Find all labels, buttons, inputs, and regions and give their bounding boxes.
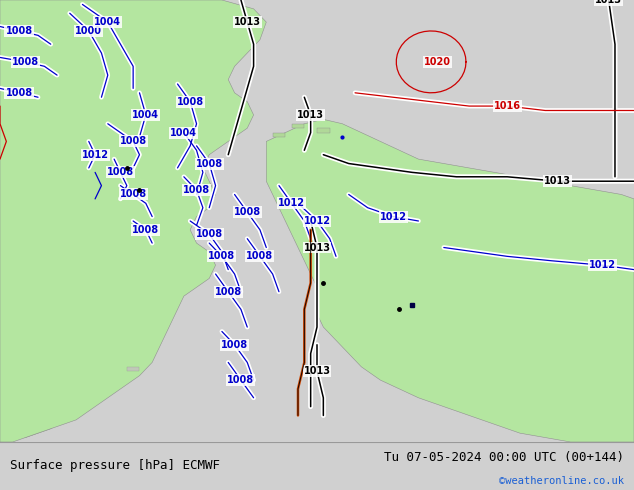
Text: 1004: 1004: [171, 127, 197, 138]
Polygon shape: [266, 120, 634, 442]
Text: 1013: 1013: [297, 110, 324, 120]
Text: 1008: 1008: [221, 340, 248, 350]
Text: 1016: 1016: [494, 101, 521, 111]
Text: 1013: 1013: [304, 243, 330, 252]
Text: Tu 07-05-2024 00:00 UTC (00+144): Tu 07-05-2024 00:00 UTC (00+144): [384, 451, 624, 464]
Text: Surface pressure [hPa] ECMWF: Surface pressure [hPa] ECMWF: [10, 459, 219, 471]
Text: 1013: 1013: [234, 17, 261, 27]
Text: 1008: 1008: [228, 375, 254, 385]
Text: 1000: 1000: [75, 26, 102, 36]
Text: 1004: 1004: [94, 17, 121, 27]
Text: 1008: 1008: [234, 207, 261, 217]
Text: 1020: 1020: [424, 57, 451, 67]
Text: 1008: 1008: [196, 159, 223, 169]
Text: 1008: 1008: [6, 26, 32, 36]
Text: ©weatheronline.co.uk: ©weatheronline.co.uk: [500, 476, 624, 487]
Polygon shape: [317, 128, 330, 133]
Text: 1008: 1008: [120, 190, 146, 199]
Polygon shape: [273, 133, 285, 137]
Text: 1008: 1008: [215, 287, 242, 297]
Polygon shape: [0, 0, 158, 442]
Text: 1012: 1012: [589, 260, 616, 270]
Text: 1013: 1013: [595, 0, 622, 5]
Polygon shape: [0, 0, 120, 442]
Polygon shape: [292, 124, 304, 128]
Text: 1008: 1008: [6, 88, 32, 98]
Text: 1008: 1008: [120, 136, 146, 147]
Text: 1012: 1012: [380, 212, 406, 221]
Text: 1004: 1004: [133, 110, 159, 120]
Text: 1008: 1008: [209, 251, 235, 261]
Text: 1008: 1008: [107, 168, 134, 177]
Text: 1008: 1008: [177, 97, 204, 107]
Polygon shape: [0, 0, 266, 442]
Text: 1008: 1008: [196, 229, 223, 239]
Text: 1013: 1013: [304, 366, 330, 376]
Text: 1008: 1008: [133, 225, 159, 235]
Text: 1008: 1008: [12, 57, 39, 67]
Text: 1008: 1008: [247, 251, 273, 261]
Text: 1008: 1008: [183, 185, 210, 195]
Text: 1012: 1012: [278, 198, 305, 208]
Text: 1012: 1012: [82, 149, 108, 160]
Polygon shape: [127, 367, 139, 371]
Text: 1013: 1013: [545, 176, 571, 186]
Text: 1012: 1012: [304, 216, 330, 226]
